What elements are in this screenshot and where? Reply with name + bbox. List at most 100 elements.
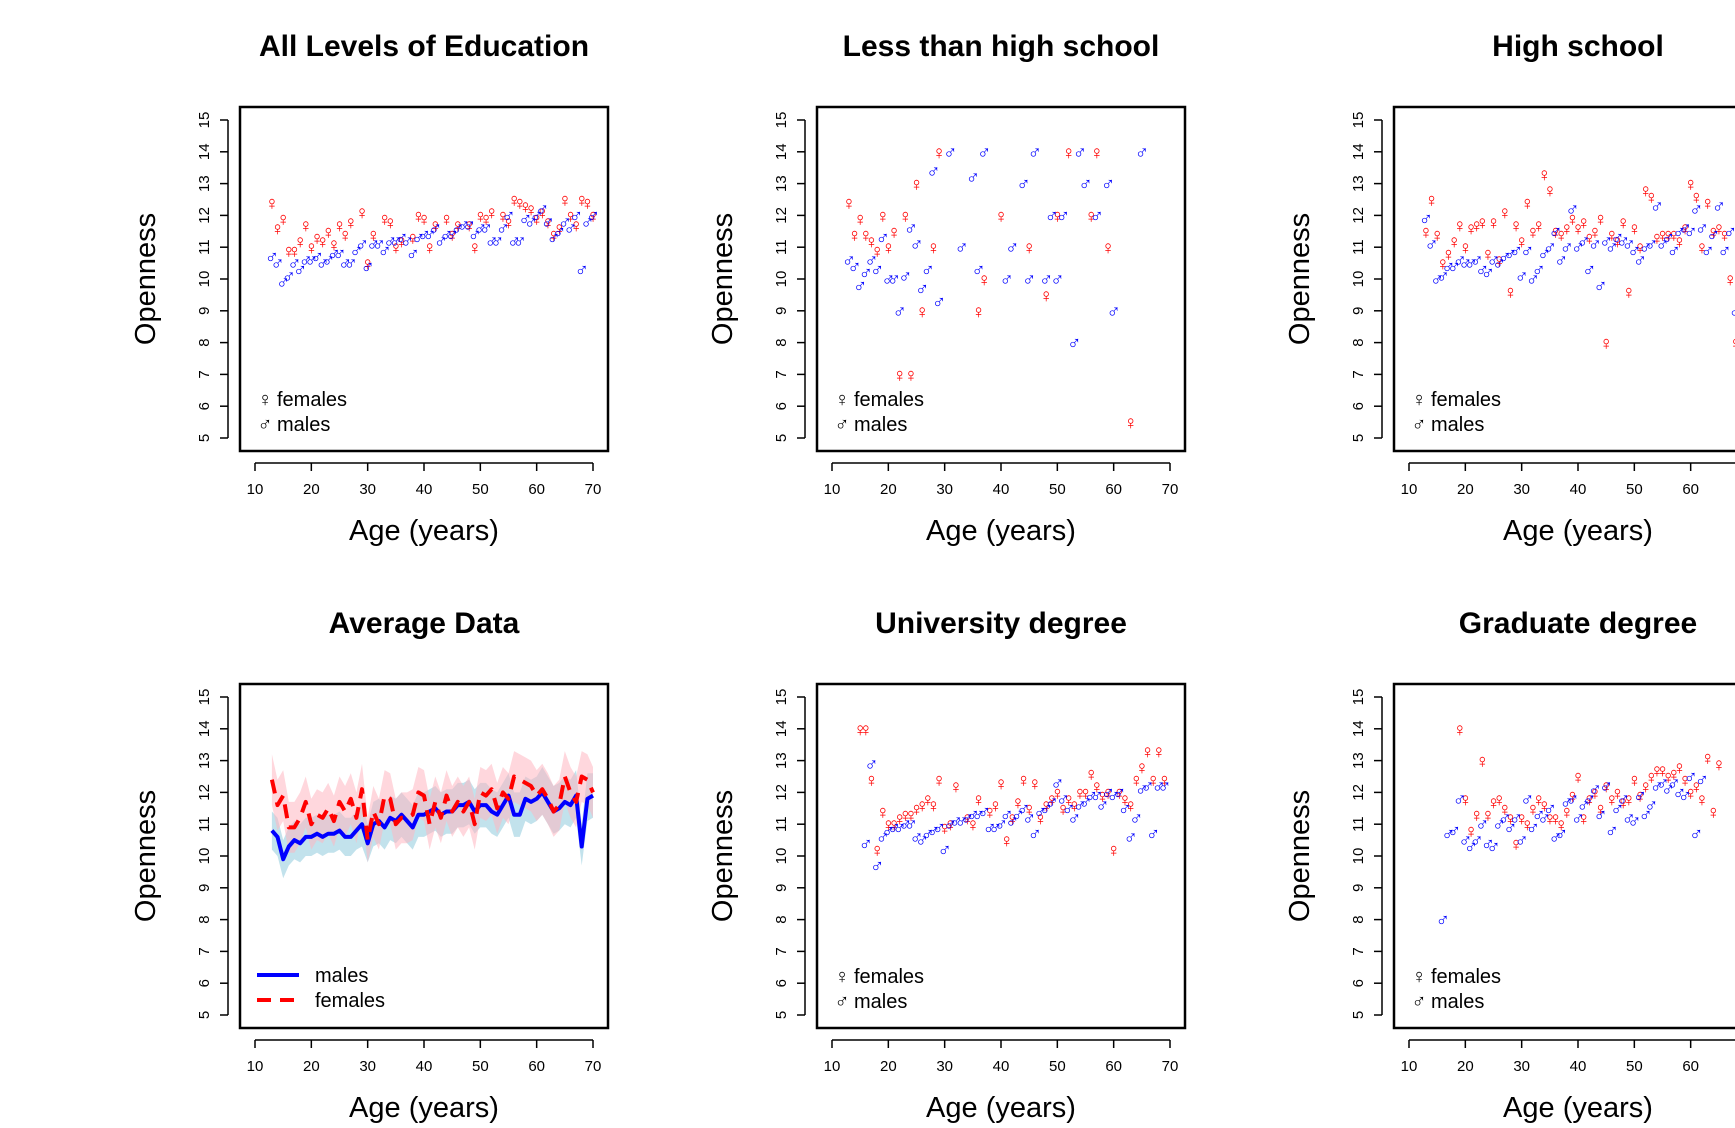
females-point: ♀ — [1486, 793, 1500, 814]
males-point: ♂ — [1107, 787, 1121, 808]
females-point: ♀ — [1537, 796, 1551, 817]
males-point: ♂ — [1526, 270, 1540, 291]
females-point: ♀ — [1039, 286, 1053, 307]
males-point: ♂ — [1033, 802, 1047, 823]
x-tick-label: 20 — [1457, 481, 1474, 498]
females-line — [269, 774, 595, 843]
males-point: ♂ — [1616, 232, 1630, 253]
males-point: ♂ — [915, 280, 929, 301]
males-point: ♂ — [926, 162, 940, 183]
females-point: ♀ — [1509, 834, 1523, 855]
y-tick-label: 15 — [1350, 112, 1367, 129]
females-point: ♀ — [1548, 809, 1562, 830]
males-point: ♂ — [1582, 790, 1596, 811]
y-tick-label: 7 — [773, 947, 790, 955]
males-point: ♂ — [1689, 200, 1703, 221]
x-tick-label: 30 — [936, 481, 953, 498]
females-point: ♀ — [1458, 238, 1472, 259]
males-point: ♂ — [1469, 831, 1483, 852]
males-point: ♂ — [1672, 783, 1686, 804]
females-point: ♀ — [1101, 783, 1115, 804]
females-point: ♀ — [383, 213, 397, 234]
males-point: ♂ — [1492, 815, 1506, 836]
males-point: ♂ — [1588, 780, 1602, 801]
females-point: ♀ — [586, 206, 600, 227]
males-point: ♂ — [971, 806, 985, 827]
females-point: ♀ — [932, 771, 946, 792]
males-point: ♂ — [1498, 248, 1512, 269]
males-point: ♂ — [870, 857, 884, 878]
males-point: ♂ — [558, 213, 572, 234]
females-point: ♀ — [468, 238, 482, 259]
males-point: ♂ — [1118, 799, 1132, 820]
males-point: ♂ — [293, 260, 307, 281]
females-point: ♀ — [1498, 799, 1512, 820]
females-point: ♀ — [406, 229, 420, 250]
females-point: ♀ — [870, 841, 884, 862]
males-point: ♂ — [1593, 276, 1607, 297]
panel-4: Average Data 10 20 30 40 50 60 70 Age (years) 5 6 7… — [130, 607, 610, 1124]
males-point: ♂ — [994, 815, 1008, 836]
plot-frame — [815, 105, 1187, 453]
y-tick-label: 7 — [1350, 947, 1367, 955]
y-tick-label: 7 — [196, 947, 213, 955]
males-point: ♂ — [1492, 254, 1506, 275]
males-point: ♂ — [490, 232, 504, 253]
females-point: ♀ — [1503, 283, 1517, 304]
males-point: ♂ — [1481, 834, 1495, 855]
females-point: ♀ — [1616, 213, 1630, 234]
females-point: ♀ — [439, 210, 453, 231]
x-tick-label: 70 — [585, 481, 602, 498]
females-point: ♀ — [1067, 796, 1081, 817]
females-point: ♀ — [423, 238, 437, 259]
females-point: ♀ — [1050, 783, 1064, 804]
males-point: ♂ — [1073, 143, 1087, 164]
legend: males females — [257, 965, 385, 1012]
y-tick-label: 8 — [196, 915, 213, 923]
males-point: ♂ — [1135, 780, 1149, 801]
females-point: ♀ — [1453, 216, 1467, 237]
females-legend-symbol: ♀ — [1412, 389, 1427, 411]
females-point: ♀ — [1084, 764, 1098, 785]
females-point: ♀ — [1672, 758, 1686, 779]
males-point: ♂ — [428, 219, 442, 240]
y-tick-label: 5 — [773, 434, 790, 442]
females-legend-symbol: ♀ — [258, 389, 273, 411]
females-point: ♀ — [1424, 191, 1438, 212]
females-point: ♀ — [1531, 790, 1545, 811]
panel-title: All Levels of Education — [259, 30, 589, 63]
females-point: ♀ — [1498, 203, 1512, 224]
males-legend-label: males — [315, 965, 368, 987]
males-legend-label: males — [277, 414, 330, 436]
females-point: ♀ — [1543, 181, 1557, 202]
males-point: ♂ — [1090, 787, 1104, 808]
y-tick-label: 11 — [1350, 816, 1367, 832]
y-tick-label: 15 — [773, 112, 790, 129]
females-point: ♀ — [428, 216, 442, 237]
males-point: ♂ — [451, 219, 465, 240]
y-tick-label: 10 — [1350, 848, 1367, 865]
x-tick-label: 60 — [1682, 1058, 1699, 1075]
females-point: ♀ — [1107, 841, 1121, 862]
males-point: ♂ — [332, 245, 346, 266]
panel-title: Less than high school — [843, 30, 1160, 63]
males-point: ♂ — [921, 260, 935, 281]
females-point: ♀ — [282, 241, 296, 262]
males-point: ♂ — [1005, 238, 1019, 259]
x-tick-label: 10 — [247, 1058, 264, 1075]
males-point: ♂ — [1078, 793, 1092, 814]
y-axis-label: Openness — [130, 213, 162, 345]
females-point: ♀ — [859, 720, 873, 741]
males-point: ♂ — [1447, 822, 1461, 843]
females-point: ♀ — [977, 270, 991, 291]
females-point: ♀ — [1486, 213, 1500, 234]
females-point: ♀ — [909, 175, 923, 196]
x-axis-label: Age (years) — [926, 1092, 1076, 1124]
females-point: ♀ — [355, 203, 369, 224]
females-point: ♀ — [1112, 783, 1126, 804]
panel-title: Average Data — [329, 607, 520, 640]
males-point: ♂ — [864, 755, 878, 776]
males-legend-label: males — [854, 414, 907, 436]
males-point: ♂ — [1447, 257, 1461, 278]
females-point: ♀ — [988, 796, 1002, 817]
